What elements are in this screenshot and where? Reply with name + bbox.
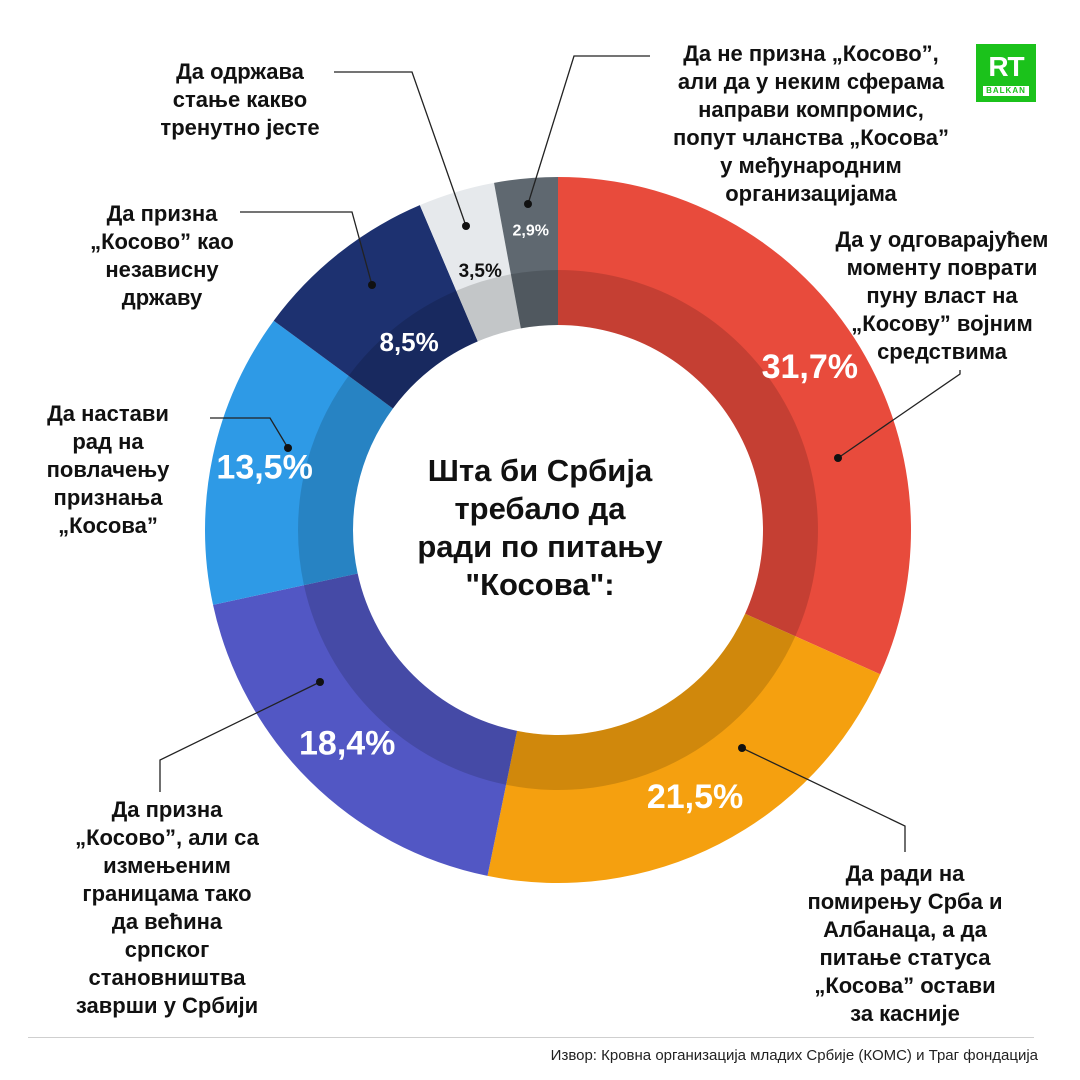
leader-dot-recognize-independent xyxy=(368,281,376,289)
leader-line-reconciliation xyxy=(741,747,906,852)
label-status-quo: Да одржава стање какво тренутно јесте xyxy=(160,59,320,140)
leader-dot-compromise xyxy=(524,200,532,208)
label-recognize-with-borders: Да призна „Косово”, али са измењеним гра… xyxy=(75,797,259,1018)
leader-line-withdraw-recognitions xyxy=(210,417,289,449)
slice-shade-reconciliation xyxy=(506,613,796,791)
leader-line-recognize-independent xyxy=(240,211,373,286)
value-label-status-quo: 3,5% xyxy=(459,261,502,282)
slice-reconciliation xyxy=(487,613,881,883)
slice-shade-compromise xyxy=(510,270,558,329)
slice-recognize-independent xyxy=(273,205,478,409)
label-recognize-independent: Да призна „Косово” као независну државу xyxy=(90,201,234,310)
slice-status-quo xyxy=(419,182,521,342)
label-withdraw-recognitions: Да настави рад на повлачењу признања „Ко… xyxy=(46,401,170,538)
footer-divider xyxy=(28,1037,1034,1038)
slice-compromise xyxy=(494,177,558,329)
label-military: Да у одговарајућем моменту поврати пуну … xyxy=(835,227,1049,364)
slice-shade-withdraw-recognitions xyxy=(298,375,393,586)
leader-line-recognize-with-borders xyxy=(159,681,321,792)
label-reconciliation: Да ради на помирењу Срба и Албанаца, а д… xyxy=(807,861,1003,1026)
slice-recognize-with-borders xyxy=(213,573,518,876)
slice-withdraw-recognitions xyxy=(205,320,393,605)
slice-shade-recognize-independent xyxy=(348,290,478,409)
leader-line-military xyxy=(837,370,961,459)
chart-title: Шта би Србија требало да ради по питању … xyxy=(417,453,663,602)
leader-dot-withdraw-recognitions xyxy=(284,444,292,452)
leader-line-status-quo xyxy=(334,71,467,227)
value-label-reconciliation: 21,5% xyxy=(647,778,743,816)
slice-shade-status-quo xyxy=(456,274,521,342)
slice-military xyxy=(558,177,911,675)
slice-shade-military xyxy=(558,270,818,637)
leader-dot-status-quo xyxy=(462,222,470,230)
label-compromise: Да не призна „Косово”, али да у неким сф… xyxy=(673,41,949,206)
value-label-recognize-independent: 8,5% xyxy=(379,327,438,357)
leader-dot-military xyxy=(834,454,842,462)
value-label-compromise: 2,9% xyxy=(512,223,548,240)
slice-shade-recognize-with-borders xyxy=(303,573,518,785)
leader-dot-reconciliation xyxy=(738,744,746,752)
leader-line-compromise xyxy=(527,55,650,205)
leader-dot-recognize-with-borders xyxy=(316,678,324,686)
source-note: Извор: Кровна организација младих Србије… xyxy=(550,1047,1038,1064)
value-label-military: 31,7% xyxy=(762,348,858,386)
value-label-recognize-with-borders: 18,4% xyxy=(299,724,395,762)
value-label-withdraw-recognitions: 13,5% xyxy=(216,448,312,486)
rt-balkan-logo: RT BALKAN xyxy=(976,44,1036,102)
